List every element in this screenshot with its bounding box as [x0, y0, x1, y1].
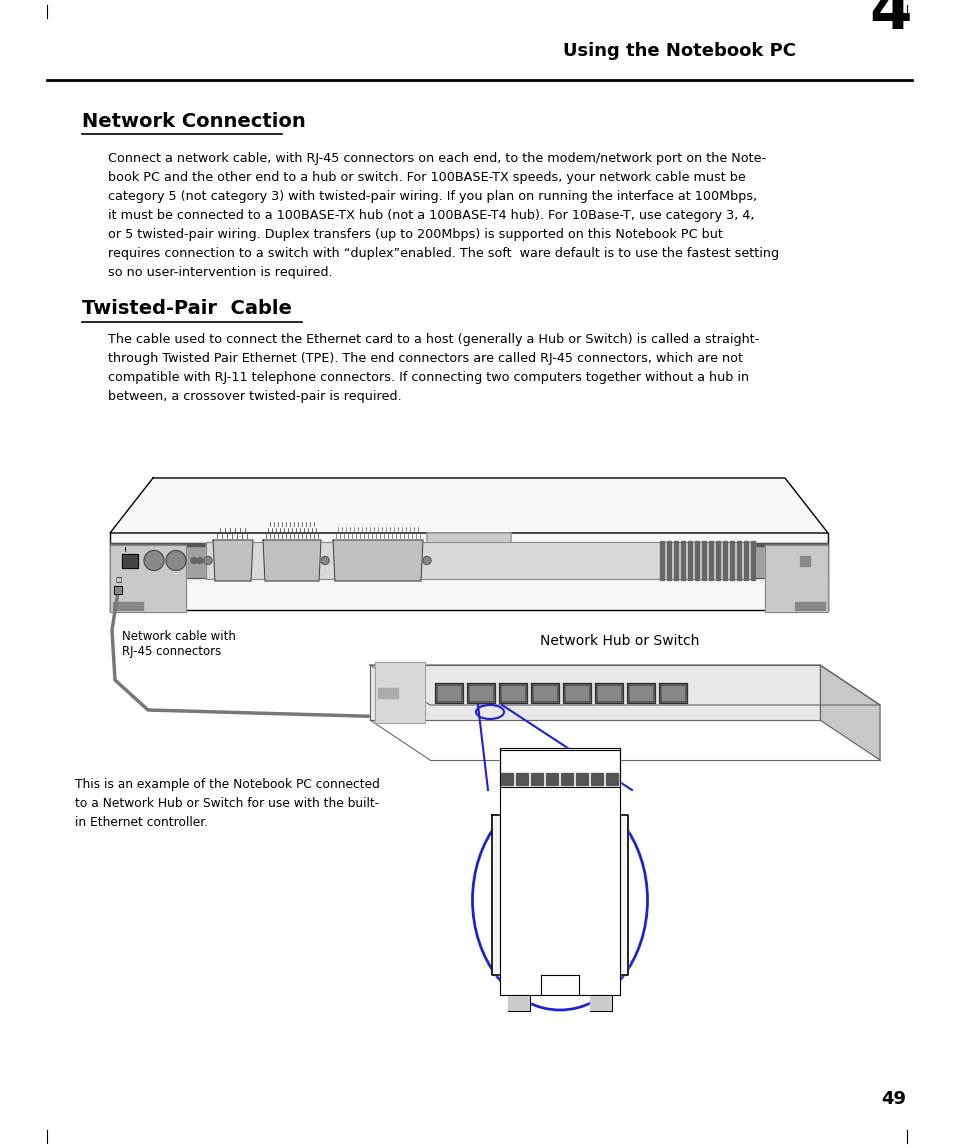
Text: or 5 twisted-pair wiring. Duplex transfers (up to 200Mbps) is supported on this : or 5 twisted-pair wiring. Duplex transfe…: [108, 228, 722, 241]
Text: between, a crossover twisted-pair is required.: between, a crossover twisted-pair is req…: [108, 390, 401, 403]
Polygon shape: [590, 773, 602, 785]
Polygon shape: [213, 540, 253, 581]
Polygon shape: [470, 685, 492, 699]
Polygon shape: [695, 541, 699, 580]
Polygon shape: [110, 533, 827, 610]
Polygon shape: [467, 683, 495, 703]
Polygon shape: [562, 683, 590, 703]
Polygon shape: [110, 545, 186, 612]
Polygon shape: [435, 683, 462, 703]
Text: Twisted-Pair  Cable: Twisted-Pair Cable: [82, 298, 292, 318]
Polygon shape: [263, 540, 320, 581]
Polygon shape: [737, 541, 740, 580]
Text: it must be connected to a 100BASE-TX hub (not a 100BASE-T4 hub). For 10Base-T, u: it must be connected to a 100BASE-TX hub…: [108, 209, 754, 222]
Polygon shape: [598, 685, 619, 699]
Polygon shape: [666, 541, 670, 580]
Polygon shape: [800, 556, 809, 566]
Polygon shape: [112, 602, 143, 610]
Polygon shape: [605, 773, 618, 785]
Polygon shape: [370, 665, 879, 705]
Text: 4: 4: [868, 0, 911, 42]
Polygon shape: [531, 773, 542, 785]
Text: HUB RJ45 Connector: HUB RJ45 Connector: [510, 807, 609, 817]
Polygon shape: [673, 541, 678, 580]
Polygon shape: [540, 975, 578, 995]
Text: This is an example of the Notebook PC connected
to a Network Hub or Switch for u: This is an example of the Notebook PC co…: [75, 778, 379, 829]
Text: 12345678: 12345678: [527, 770, 592, 783]
Circle shape: [204, 557, 212, 565]
Polygon shape: [437, 685, 459, 699]
Text: requires connection to a switch with “duplex”enabled. The soft  ware default is : requires connection to a switch with “du…: [108, 247, 779, 259]
Text: Network Hub or Switch: Network Hub or Switch: [539, 634, 699, 647]
Polygon shape: [708, 541, 712, 580]
Polygon shape: [370, 665, 820, 720]
Polygon shape: [729, 541, 733, 580]
Text: book PC and the other end to a hub or switch. For 100BASE-TX speeds, your networ: book PC and the other end to a hub or sw…: [108, 171, 745, 184]
Polygon shape: [507, 995, 530, 1011]
Polygon shape: [661, 685, 683, 699]
Polygon shape: [427, 533, 511, 563]
Circle shape: [144, 551, 164, 571]
Circle shape: [166, 551, 186, 571]
Text: through Twisted Pair Ethernet (TPE). The end connectors are called RJ-45 connect: through Twisted Pair Ethernet (TPE). The…: [108, 352, 742, 365]
Text: □: □: [115, 577, 121, 583]
Polygon shape: [492, 815, 627, 975]
Polygon shape: [794, 602, 824, 610]
Text: so no user-intervention is required.: so no user-intervention is required.: [108, 266, 333, 279]
Text: Using the Notebook PC: Using the Notebook PC: [563, 42, 796, 60]
Polygon shape: [626, 683, 655, 703]
Text: compatible with RJ-11 telephone connectors. If connecting two computers together: compatible with RJ-11 telephone connecto…: [108, 371, 748, 383]
Polygon shape: [743, 541, 747, 580]
Polygon shape: [113, 585, 122, 594]
Polygon shape: [764, 545, 827, 612]
Polygon shape: [565, 685, 587, 699]
Polygon shape: [589, 995, 612, 1011]
Polygon shape: [110, 543, 827, 577]
Polygon shape: [206, 542, 754, 579]
Text: category 5 (not category 3) with twisted-pair wiring. If you plan on running the: category 5 (not category 3) with twisted…: [108, 191, 757, 203]
Polygon shape: [820, 665, 879, 760]
Polygon shape: [499, 748, 619, 995]
Polygon shape: [701, 541, 705, 580]
Polygon shape: [375, 662, 424, 723]
Polygon shape: [498, 683, 526, 703]
Polygon shape: [499, 750, 619, 788]
Polygon shape: [534, 685, 556, 699]
Circle shape: [422, 557, 431, 565]
Polygon shape: [531, 683, 558, 703]
Polygon shape: [110, 478, 827, 533]
Polygon shape: [516, 773, 527, 785]
Polygon shape: [595, 683, 622, 703]
Text: Network cable with
RJ-45 connectors: Network cable with RJ-45 connectors: [122, 630, 235, 658]
Polygon shape: [659, 541, 663, 580]
Polygon shape: [333, 540, 422, 581]
Circle shape: [191, 558, 196, 564]
Text: 49: 49: [880, 1089, 905, 1108]
Polygon shape: [377, 688, 397, 698]
Polygon shape: [722, 541, 726, 580]
Polygon shape: [122, 553, 138, 567]
Polygon shape: [500, 773, 513, 785]
Circle shape: [196, 558, 203, 564]
Polygon shape: [687, 541, 691, 580]
Polygon shape: [576, 773, 587, 785]
Polygon shape: [659, 683, 686, 703]
Text: The cable used to connect the Ethernet card to a host (generally a Hub or Switch: The cable used to connect the Ethernet c…: [108, 333, 759, 346]
Polygon shape: [750, 541, 754, 580]
Polygon shape: [560, 773, 573, 785]
Polygon shape: [716, 541, 720, 580]
Text: Connect a network cable, with RJ-45 connectors on each end, to the modem/network: Connect a network cable, with RJ-45 conn…: [108, 152, 765, 165]
Polygon shape: [501, 685, 523, 699]
Polygon shape: [545, 773, 558, 785]
Polygon shape: [110, 543, 827, 546]
Text: Network Connection: Network Connection: [82, 113, 305, 131]
Polygon shape: [680, 541, 684, 580]
Polygon shape: [629, 685, 651, 699]
Circle shape: [320, 557, 329, 565]
